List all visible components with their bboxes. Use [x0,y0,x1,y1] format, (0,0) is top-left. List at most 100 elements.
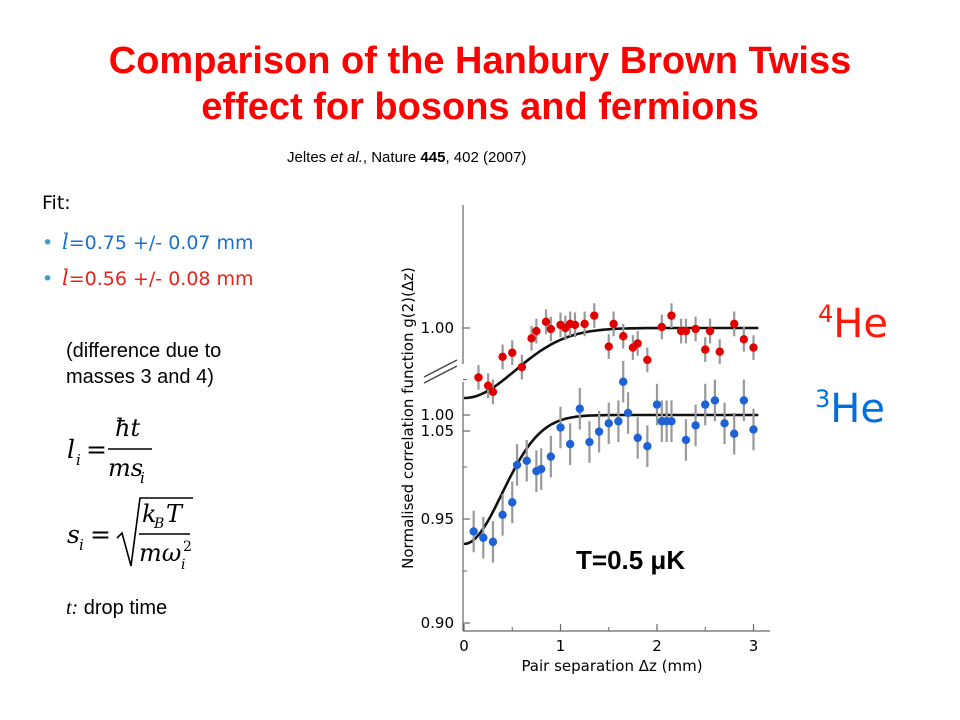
data-point-4He [667,311,676,320]
data-point-3He [498,510,507,520]
svg-text:=: = [90,520,111,549]
data-point-4He [643,355,652,365]
data-point-3He [479,533,488,542]
he4-symbol: He [833,301,888,347]
title-line-1: Comparison of the Hanbury Brown Twiss [108,40,852,82]
y-tick-label: 1.00 [421,319,454,337]
data-point-4He [474,373,483,382]
data-point-3He [469,527,478,536]
svg-text:B: B [153,516,164,532]
fit-value: =0.75 +/- 0.07 mm [68,232,254,254]
citation-journal: , Nature [362,149,421,166]
data-point-4He [541,317,551,327]
data-point-3He [488,537,498,547]
data-point-4He [580,319,589,329]
he3-label: 3He [815,385,885,432]
title-line-2: effect for bosons and fermions [201,86,759,128]
data-point-4He [715,347,724,356]
data-point-4He [546,324,556,334]
y-tick-label: 0.90 [421,614,454,632]
axis-break-mark [423,365,458,384]
data-point-4He [609,319,618,329]
data-point-4He [483,381,493,390]
x-tick-label: 3 [749,637,759,655]
he3-symbol: He [830,386,885,432]
data-point-3He [643,442,652,451]
data-point-3He [604,419,613,428]
svg-text:mω: mω [139,539,181,567]
data-point-3He [508,498,517,507]
data-point-4He [517,362,527,372]
data-point-4He [657,322,667,332]
svg-text:k: k [142,500,157,528]
fit-symbol: l [62,230,69,254]
data-point-3He [575,404,584,413]
data-point-3He [565,439,575,449]
citation-authors: Jeltes [287,149,331,166]
x-tick-label: 0 [459,637,469,655]
data-point-3He [522,456,531,465]
y-tick-label: 1.05 [421,422,454,440]
fit-item-he4: • l=0.75 +/- 0.07 mm [42,230,254,254]
data-point-3He [619,377,628,386]
temperature-label: T=0.5 μK [576,545,686,575]
data-point-4He [681,326,691,336]
data-point-4He [570,320,580,330]
svg-text:2: 2 [183,539,192,555]
formula-correlation-length: l i = ħt ms i [67,414,152,487]
bullet-icon: • [42,232,54,254]
data-point-4He [532,326,541,336]
data-point-3He [633,433,642,443]
data-point-3He [652,400,662,409]
data-point-3He [546,452,556,461]
svg-text:ms: ms [108,454,143,482]
citation: Jeltes et al., Nature 445, 402 (2007) [287,149,526,166]
hbt-correlation-chart: 0 1 2 3 Pair separation Δz (mm) Normalised co… [399,205,770,675]
data-point-3He [749,425,758,434]
fit-value: =0.56 +/- 0.08 mm [68,268,254,290]
data-point-3He [512,460,522,470]
mass-note-line-2: masses 3 and 4) [66,366,214,388]
data-point-3He [681,435,691,445]
bullet-icon: • [42,268,54,290]
data-point-3He [701,400,710,409]
svg-text:ħt: ħt [115,414,140,442]
fit-label: Fit: [42,192,71,214]
drop-time-var: t: [66,597,79,619]
he4-mass: 4 [818,300,834,328]
data-point-4He [633,339,642,348]
formula-source-size: s i = k B T mω 2 i [67,497,193,573]
data-point-4He [604,342,613,351]
mass-note: (difference due to masses 3 and 4) [66,338,221,390]
data-point-3He [730,429,739,438]
citation-volume: 445 [420,149,446,166]
x-tick-label: 2 [652,637,662,655]
data-point-4He [701,345,710,354]
data-point-3He [739,396,749,405]
y-axis-label: Normalised correlation function g(2)(Δz) [399,267,417,569]
fit-curve-3He [463,413,759,546]
svg-text:s: s [67,520,80,549]
data-point-4He [739,335,749,344]
fit-symbol: l [62,266,69,290]
he4-label: 4He [818,300,888,347]
data-point-3He [667,417,676,426]
he3-mass: 3 [815,385,831,413]
data-point-3He [585,437,594,447]
data-point-4He [749,343,758,352]
data-point-3He [720,419,729,428]
data-point-3He [623,408,633,418]
fit-item-he3: • l=0.56 +/- 0.08 mm [42,266,254,290]
mass-note-line-1: (difference due to [66,340,222,362]
data-point-3He [537,464,546,474]
data-point-4He [590,311,599,320]
data-point-4He [619,332,628,341]
svg-text:i: i [79,536,84,554]
data-point-3He [710,396,720,405]
data-point-3He [614,417,623,426]
data-point-4He [527,334,536,343]
citation-etal: et al. [330,149,363,166]
data-point-4He [705,326,715,336]
data-point-4He [498,352,507,362]
